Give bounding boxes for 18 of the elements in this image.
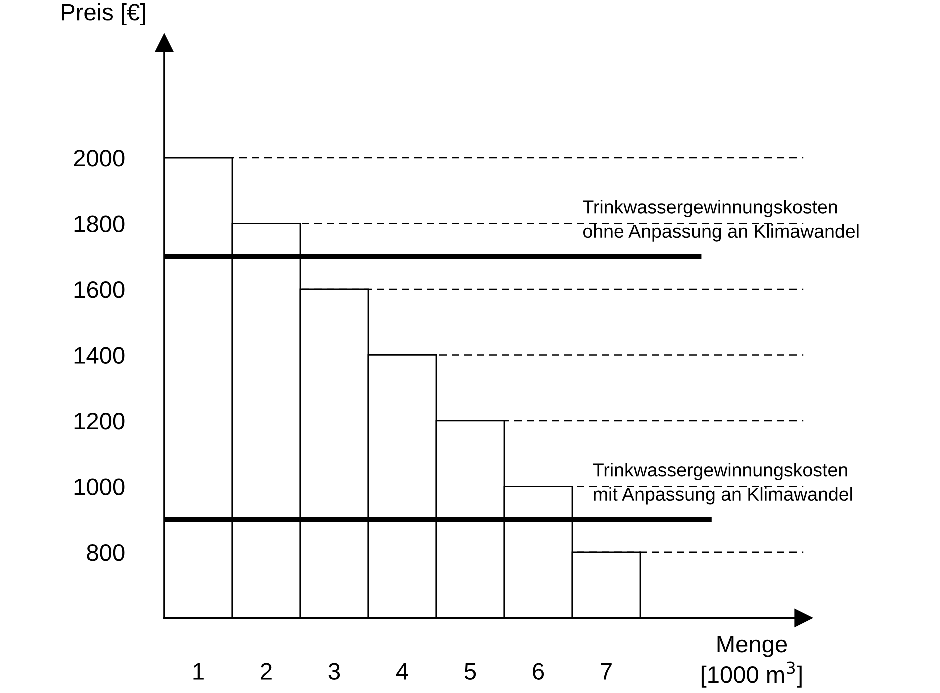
y-tick-label: 800	[87, 544, 125, 562]
y-tick-label: 1000	[74, 478, 125, 496]
x-tick-label: 5	[464, 663, 476, 680]
x-tick-label: 7	[601, 663, 612, 680]
x-tick-label: 2	[261, 663, 272, 680]
x-tick-label: 4	[396, 663, 408, 680]
x-tick-label: 3	[328, 663, 340, 680]
y-tick-label: 1600	[74, 282, 125, 298]
x-axis-title: Menge [1000 m$^{3}$]	[702, 636, 802, 688]
ref-line-label: Trinkwassergewinnungskosten ohne Anpassung an Klimawandel	[583, 200, 859, 242]
y-tick-label: 1400	[74, 347, 125, 364]
y-axis-title: Preis [€]	[62, 3, 146, 26]
ref-line-label: Trinkwassergewinnungskosten mit Anpassung an Klimawandel	[593, 463, 852, 505]
x-tick-label: 1	[194, 663, 204, 680]
y-tick-label: 1200	[74, 413, 125, 430]
y-tick-label: 2000	[74, 150, 125, 167]
y-tick-label: 1800	[74, 216, 125, 233]
x-tick-label: 6	[533, 663, 544, 680]
